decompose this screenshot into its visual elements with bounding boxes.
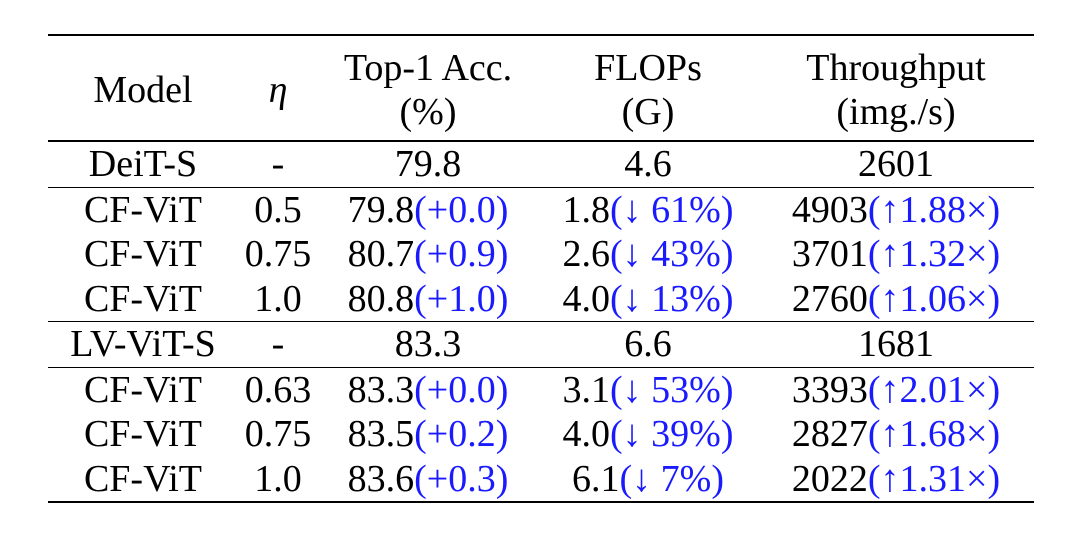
throughput-value: 2827: [791, 413, 868, 456]
acc-value: 80.8: [347, 277, 415, 320]
cell-flops: 4.0(↓ 39%): [538, 412, 758, 457]
header-throughput-line1: Throughput: [806, 47, 986, 89]
throughput-delta: (↑1.88×): [867, 188, 1001, 231]
header-top1-acc: Top-1 Acc. (%): [318, 35, 538, 141]
cell-flops: 1.8(↓ 61%): [538, 187, 758, 232]
cell-model: DeiT-S: [88, 143, 198, 186]
cell-eta: 0.63: [244, 368, 312, 411]
acc-value: 83.3: [347, 368, 415, 411]
cell-flops: 3.1(↓ 53%): [538, 367, 758, 412]
cell-flops: 6.1(↓ 7%): [538, 457, 758, 503]
flops-delta: (↓ 7%): [619, 457, 724, 500]
throughput-value: 2760: [791, 277, 868, 320]
acc-delta: (+0.0): [414, 368, 509, 411]
flops-delta: (↓ 13%): [610, 277, 734, 320]
header-top1-acc-line1: Top-1 Acc.: [343, 47, 513, 89]
cell-throughput: 2760(↑1.06×): [758, 277, 1034, 322]
cell-throughput: 3701(↑1.32×): [758, 232, 1034, 277]
cell-eta: -: [271, 143, 285, 186]
throughput-delta: (↑1.31×): [867, 457, 1001, 500]
table-row: CF-ViT 0.75 83.5(+0.2) 4.0(↓ 39%) 2827(↑…: [48, 412, 1034, 457]
throughput-value: 2022: [791, 457, 868, 500]
flops-delta: (↓ 53%): [610, 368, 734, 411]
cell-model: CF-ViT: [83, 277, 203, 320]
cell-flops: 4.6: [624, 143, 672, 186]
cell-acc: 80.7(+0.9): [318, 232, 538, 277]
cell-acc: 83.5(+0.2): [318, 412, 538, 457]
cell-model: CF-ViT: [83, 233, 203, 276]
cell-flops: 6.6: [624, 323, 672, 366]
throughput-value: 4903: [791, 188, 868, 231]
acc-delta: (+1.0): [414, 277, 509, 320]
cell-eta: 0.5: [254, 188, 302, 231]
acc-delta: (+0.9): [414, 233, 509, 276]
acc-delta: (+0.3): [414, 457, 509, 500]
flops-delta: (↓ 39%): [610, 413, 734, 456]
throughput-value: 3701: [791, 233, 868, 276]
throughput-delta: (↑1.06×): [867, 277, 1001, 320]
cell-acc: 83.6(+0.3): [318, 457, 538, 503]
table-row: CF-ViT 0.63 83.3(+0.0) 3.1(↓ 53%) 3393(↑…: [48, 367, 1034, 412]
results-table: Model η Top-1 Acc. (%) FLOPs (G) Through…: [48, 34, 1034, 503]
throughput-value: 3393: [791, 368, 868, 411]
header-top1-acc-line2: (%): [399, 91, 457, 133]
cell-eta: 0.75: [244, 233, 312, 276]
throughput-delta: (↑2.01×): [867, 368, 1001, 411]
results-table-container: Model η Top-1 Acc. (%) FLOPs (G) Through…: [48, 34, 1034, 503]
cell-acc: 79.8: [394, 143, 462, 186]
cell-flops: 4.0(↓ 13%): [538, 277, 758, 322]
cell-eta: -: [271, 323, 285, 366]
acc-delta: (+0.2): [414, 413, 509, 456]
header-eta: η: [268, 69, 288, 111]
table-row: CF-ViT 1.0 80.8(+1.0) 4.0(↓ 13%) 2760(↑1…: [48, 277, 1034, 322]
acc-value: 80.7: [347, 233, 415, 276]
header-flops-line1: FLOPs: [594, 47, 702, 89]
cell-eta: 1.0: [254, 457, 302, 500]
flops-delta: (↓ 43%): [610, 233, 734, 276]
cell-model: LV-ViT-S: [70, 323, 216, 366]
throughput-delta: (↑1.68×): [867, 413, 1001, 456]
flops-value: 6.1: [572, 457, 620, 500]
acc-value: 83.6: [347, 457, 415, 500]
cell-eta: 0.75: [244, 413, 312, 456]
throughput-delta: (↑1.32×): [867, 233, 1001, 276]
header-flops: FLOPs (G): [538, 35, 758, 141]
cell-model: CF-ViT: [83, 188, 203, 231]
cell-acc: 83.3: [394, 323, 462, 366]
cell-model: CF-ViT: [83, 368, 203, 411]
cell-throughput: 2022(↑1.31×): [758, 457, 1034, 503]
flops-value: 4.0: [562, 277, 611, 320]
cell-model: CF-ViT: [83, 457, 203, 500]
cell-acc: 79.8(+0.0): [318, 187, 538, 232]
header-throughput-line2: (img./s): [836, 91, 956, 133]
header-model: Model: [93, 69, 193, 111]
flops-value: 1.8: [562, 188, 611, 231]
flops-value: 3.1: [562, 368, 611, 411]
table-row: CF-ViT 0.5 79.8(+0.0) 1.8(↓ 61%) 4903(↑1…: [48, 187, 1034, 232]
flops-value: 4.0: [562, 413, 611, 456]
cell-throughput: 3393(↑2.01×): [758, 367, 1034, 412]
cell-flops: 2.6(↓ 43%): [538, 232, 758, 277]
cell-acc: 83.3(+0.0): [318, 367, 538, 412]
flops-delta: (↓ 61%): [610, 188, 734, 231]
cell-throughput: 4903(↑1.88×): [758, 187, 1034, 232]
acc-value: 83.5: [347, 413, 415, 456]
acc-delta: (+0.0): [414, 188, 509, 231]
cell-eta: 1.0: [254, 277, 302, 320]
flops-value: 2.6: [562, 233, 611, 276]
cell-throughput: 2827(↑1.68×): [758, 412, 1034, 457]
acc-value: 79.8: [347, 188, 415, 231]
cell-throughput: 2601: [858, 143, 934, 186]
header-flops-line2: (G): [621, 91, 675, 133]
cell-model: CF-ViT: [83, 413, 203, 456]
baseline-row: DeiT-S - 79.8 4.6 2601: [48, 141, 1034, 187]
header-row: Model η Top-1 Acc. (%) FLOPs (G) Through…: [48, 35, 1034, 141]
baseline-row: LV-ViT-S - 83.3 6.6 1681: [48, 321, 1034, 368]
table-row: CF-ViT 1.0 83.6(+0.3) 6.1(↓ 7%) 2022(↑1.…: [48, 457, 1034, 503]
cell-throughput: 1681: [858, 323, 934, 366]
header-throughput: Throughput (img./s): [758, 35, 1034, 141]
table-row: CF-ViT 0.75 80.7(+0.9) 2.6(↓ 43%) 3701(↑…: [48, 232, 1034, 277]
cell-acc: 80.8(+1.0): [318, 277, 538, 322]
